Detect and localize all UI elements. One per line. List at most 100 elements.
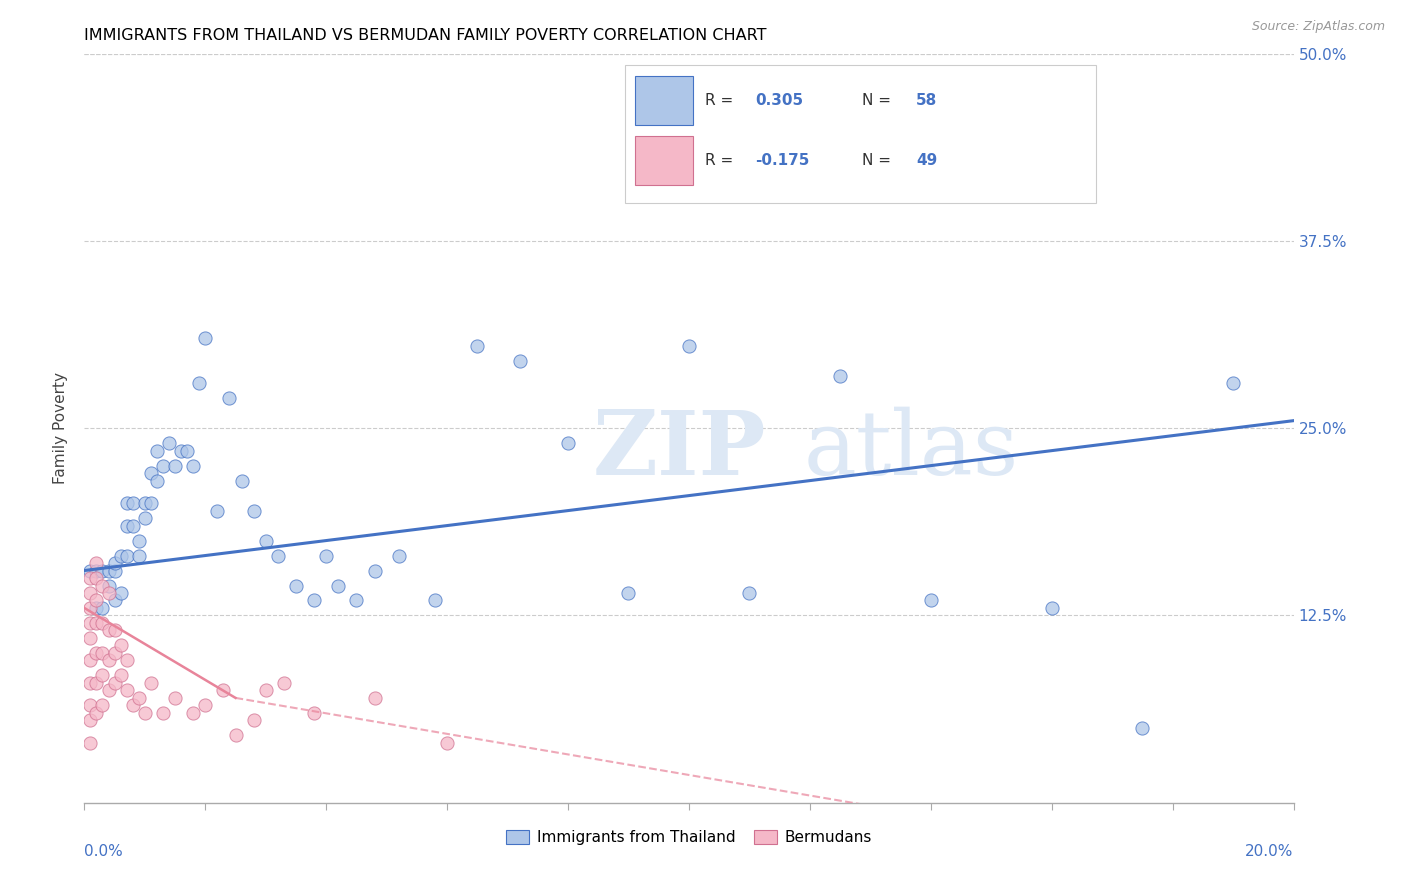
Point (170, 443, 193, 458)
Point (738, 586, 761, 600)
Point (79, 586, 101, 600)
Bar (634, 136, 693, 185)
Point (212, 683, 235, 698)
Point (104, 646, 127, 660)
Text: atlas: atlas (804, 407, 1019, 494)
Point (86, 601, 108, 615)
Point (181, 706, 204, 720)
Point (267, 549, 290, 563)
Point (79, 676, 101, 690)
Point (509, 353, 531, 368)
Point (79, 571, 101, 585)
Point (86, 564, 108, 578)
Point (86, 571, 108, 585)
Point (86, 556, 108, 570)
Point (115, 683, 138, 698)
Point (97, 683, 120, 698)
Point (110, 668, 132, 682)
Point (346, 593, 368, 607)
Point (86, 706, 108, 720)
Point (134, 706, 156, 720)
Point (104, 556, 127, 570)
Text: N =: N = (862, 93, 896, 108)
Point (110, 586, 132, 600)
Point (254, 533, 277, 548)
Point (110, 639, 132, 653)
Point (176, 443, 198, 458)
Point (423, 593, 446, 607)
Point (436, 736, 458, 750)
Point (97, 624, 120, 638)
Point (139, 496, 162, 510)
Point (557, 436, 579, 450)
Point (91, 578, 114, 592)
Text: R =: R = (704, 153, 738, 168)
Point (165, 690, 187, 705)
Point (188, 376, 211, 391)
Point (315, 549, 337, 563)
Point (273, 676, 295, 690)
Point (920, 593, 942, 607)
Text: 0.305: 0.305 (755, 93, 804, 108)
Point (79, 653, 101, 667)
Point (467, 339, 489, 353)
Point (97, 564, 120, 578)
Point (207, 503, 229, 517)
Text: IMMIGRANTS FROM THAILAND VS BERMUDAN FAMILY POVERTY CORRELATION CHART: IMMIGRANTS FROM THAILAND VS BERMUDAN FAM… (84, 28, 766, 43)
Point (363, 690, 385, 705)
Bar (634, 76, 693, 125)
Point (363, 564, 385, 578)
Point (165, 458, 187, 473)
Text: ZIP: ZIP (592, 407, 766, 494)
Y-axis label: Family Poverty: Family Poverty (53, 372, 69, 484)
Point (104, 676, 127, 690)
Point (285, 578, 308, 592)
Text: -0.175: -0.175 (755, 153, 810, 168)
Point (128, 549, 150, 563)
Point (194, 698, 217, 713)
Text: 58: 58 (917, 93, 938, 108)
Text: 49: 49 (917, 153, 938, 168)
Point (242, 714, 264, 728)
Point (104, 624, 127, 638)
Text: 20.0%: 20.0% (1246, 844, 1294, 859)
Point (146, 474, 169, 488)
Point (128, 533, 150, 548)
Legend: Immigrants from Thailand, Bermudans: Immigrants from Thailand, Bermudans (501, 824, 877, 851)
Point (91, 668, 114, 682)
Point (617, 586, 640, 600)
Point (91, 615, 114, 630)
Point (97, 578, 120, 592)
Point (110, 549, 132, 563)
Point (254, 683, 277, 698)
Point (134, 496, 156, 510)
Point (181, 458, 204, 473)
Point (139, 676, 162, 690)
Point (302, 593, 325, 607)
Point (830, 368, 852, 383)
Point (86, 615, 108, 630)
Point (91, 564, 114, 578)
Point (139, 466, 162, 480)
Point (115, 496, 138, 510)
Point (1040, 601, 1063, 615)
Text: Source: ZipAtlas.com: Source: ZipAtlas.com (1251, 20, 1385, 33)
Point (115, 549, 138, 563)
Point (86, 676, 108, 690)
Point (97, 586, 120, 600)
Point (134, 511, 156, 525)
Text: N =: N = (862, 153, 896, 168)
Point (121, 698, 143, 713)
Point (128, 690, 150, 705)
Point (86, 646, 108, 660)
Point (146, 443, 169, 458)
Point (152, 706, 174, 720)
Point (104, 564, 127, 578)
Point (302, 706, 325, 720)
Text: R =: R = (704, 93, 738, 108)
Point (678, 339, 700, 353)
Point (152, 458, 174, 473)
Text: 0.0%: 0.0% (84, 844, 124, 859)
Point (115, 653, 138, 667)
Point (1222, 376, 1244, 391)
